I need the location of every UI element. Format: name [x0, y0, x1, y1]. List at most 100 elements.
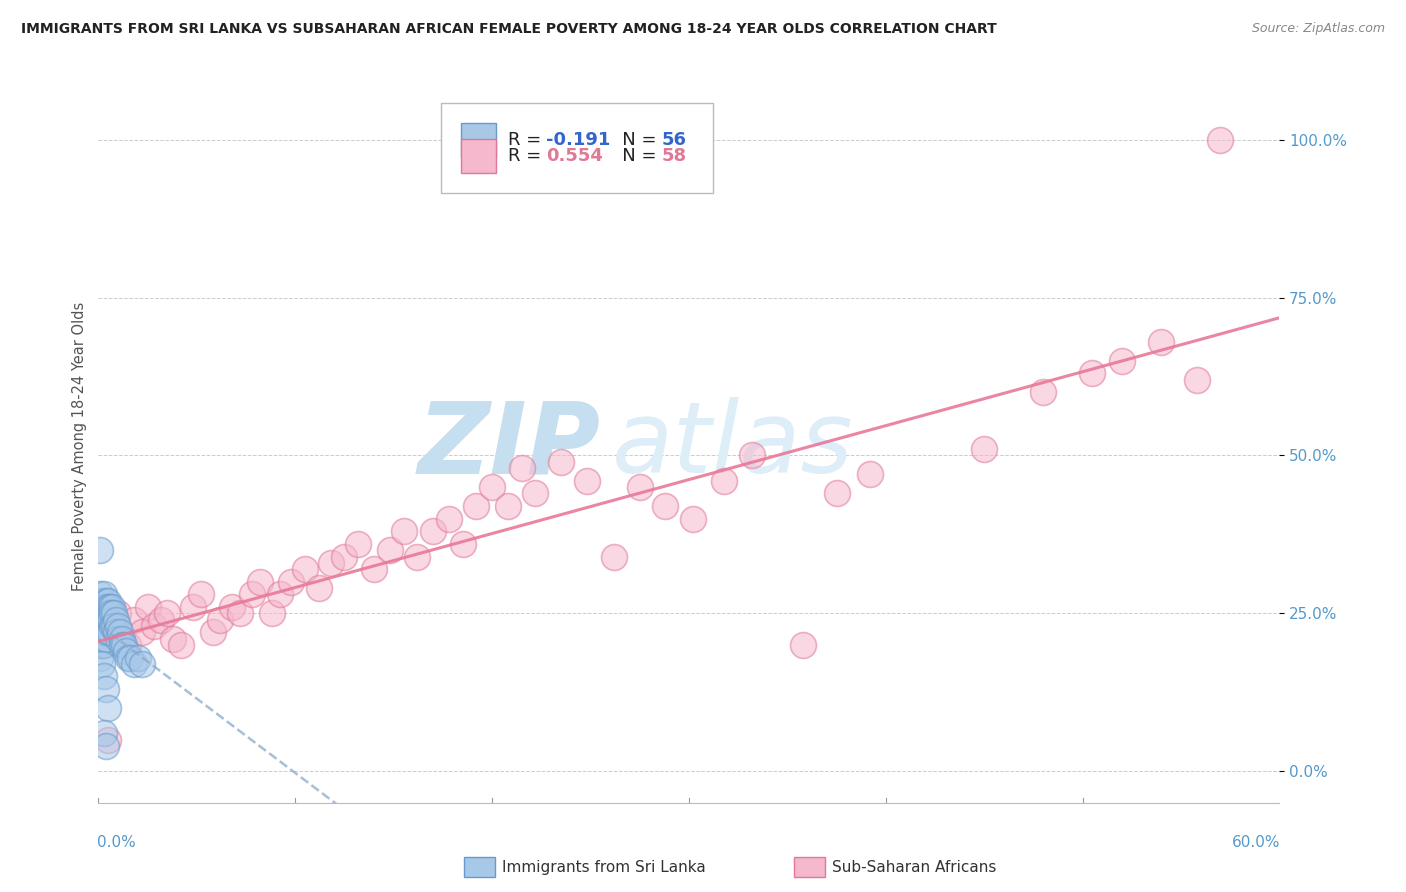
Point [91, 657, 114, 671]
Point [112, 638, 135, 652]
Point [240, 587, 263, 601]
Bar [461, 139, 496, 173]
Point [280, 574, 302, 589]
Text: ZIP: ZIP [418, 398, 600, 494]
Text: 58: 58 [662, 147, 688, 165]
Point [96, 632, 118, 646]
Point [190, 587, 212, 601]
Text: 60.0%: 60.0% [1232, 835, 1281, 850]
Point [97, 607, 120, 621]
Point [156, 607, 179, 621]
Point [96, 625, 118, 640]
Point [249, 574, 271, 589]
Point [98, 600, 121, 615]
Point [122, 613, 145, 627]
Point [98, 625, 121, 640]
Point [97, 701, 120, 715]
Point [229, 607, 252, 621]
Point [1081, 367, 1104, 381]
Point [524, 486, 547, 500]
Point [101, 607, 124, 621]
Point [170, 638, 193, 652]
Point [111, 638, 134, 652]
Point [105, 613, 128, 627]
Point [465, 499, 488, 513]
Point [96, 607, 118, 621]
Point [97, 625, 120, 640]
Text: 56: 56 [662, 131, 686, 149]
Text: R =: R = [508, 147, 547, 165]
Point [101, 600, 124, 615]
Point [269, 587, 291, 601]
Point [378, 543, 401, 558]
Point [96, 682, 118, 697]
Point [93, 632, 115, 646]
Point [603, 549, 626, 564]
Point [550, 455, 572, 469]
Point [93, 613, 115, 627]
Point [131, 657, 153, 671]
Point [97, 593, 120, 607]
FancyBboxPatch shape [441, 103, 713, 193]
Point [96, 600, 118, 615]
Point [162, 632, 184, 646]
Point [260, 607, 283, 621]
Text: atlas: atlas [612, 398, 853, 494]
Point [93, 669, 115, 683]
Point [1185, 373, 1208, 387]
Text: Sub-Saharan Africans: Sub-Saharan Africans [832, 860, 997, 874]
Point [91, 607, 114, 621]
Point [93, 625, 115, 640]
Point [221, 600, 243, 615]
Point [1111, 353, 1133, 368]
Point [347, 537, 370, 551]
Point [118, 650, 141, 665]
Point [93, 638, 115, 652]
Point [93, 726, 115, 740]
Point [98, 607, 121, 621]
Text: R =: R = [508, 131, 547, 149]
Point [131, 625, 153, 640]
Point [89, 587, 111, 601]
Point [496, 499, 519, 513]
Point [103, 619, 125, 633]
Text: N =: N = [605, 131, 662, 149]
Point [481, 480, 503, 494]
Point [682, 511, 704, 525]
Point [97, 732, 120, 747]
Point [201, 625, 224, 640]
Point [96, 613, 118, 627]
Point [103, 625, 125, 640]
Point [392, 524, 415, 539]
Point [98, 613, 121, 627]
Point [713, 474, 735, 488]
Point [96, 593, 118, 607]
Point [973, 442, 995, 457]
Point [422, 524, 444, 539]
Text: Immigrants from Sri Lanka: Immigrants from Sri Lanka [502, 860, 706, 874]
Point [108, 625, 131, 640]
Point [333, 549, 356, 564]
Point [96, 739, 118, 753]
Point [122, 657, 145, 671]
Point [406, 549, 429, 564]
Text: Source: ZipAtlas.com: Source: ZipAtlas.com [1251, 22, 1385, 36]
Point [91, 613, 114, 627]
Point [136, 600, 159, 615]
Point [93, 600, 115, 615]
Point [209, 613, 232, 627]
Point [628, 480, 651, 494]
Point [319, 556, 342, 570]
Text: 0.554: 0.554 [546, 147, 603, 165]
Point [97, 600, 120, 615]
Point [101, 619, 124, 633]
Point [93, 607, 115, 621]
Point [111, 632, 134, 646]
Point [294, 562, 316, 576]
Text: 0.0%: 0.0% [97, 835, 136, 850]
Point [654, 499, 676, 513]
Text: IMMIGRANTS FROM SRI LANKA VS SUBSAHARAN AFRICAN FEMALE POVERTY AMONG 18-24 YEAR : IMMIGRANTS FROM SRI LANKA VS SUBSAHARAN … [21, 22, 997, 37]
Point [181, 600, 204, 615]
Point [363, 562, 385, 576]
Point [308, 581, 330, 595]
